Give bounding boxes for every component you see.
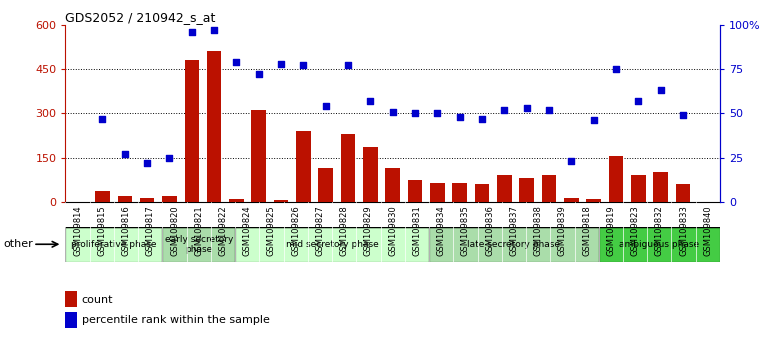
Point [431,110,444,116]
Bar [453,183,467,202]
Point [297,63,310,68]
Point [565,158,578,164]
Bar [564,198,578,202]
Bar [140,198,154,202]
Bar [118,196,132,202]
Point [275,61,287,67]
Text: GSM109834: GSM109834 [437,206,446,256]
Bar [475,184,489,202]
Point [588,118,600,123]
Text: GSM109825: GSM109825 [267,206,276,256]
Text: late secretory phase: late secretory phase [467,240,561,249]
Point [364,98,377,104]
Point [409,110,421,116]
Text: GSM109829: GSM109829 [364,206,373,256]
Point [521,105,533,111]
Bar [95,192,109,202]
Text: GSM109836: GSM109836 [485,206,494,256]
Bar [599,227,720,262]
Point [186,29,198,35]
Text: GSM109840: GSM109840 [703,206,712,256]
Text: GSM109831: GSM109831 [413,206,421,256]
Bar [386,168,400,202]
Point [454,114,466,120]
Text: GDS2052 / 210942_s_at: GDS2052 / 210942_s_at [65,11,216,24]
Bar [520,178,534,202]
Bar [363,147,377,202]
Point [632,98,644,104]
Text: other: other [4,239,34,249]
Text: GSM109816: GSM109816 [122,206,131,256]
Bar [229,199,243,202]
Bar [429,227,599,262]
Bar [65,312,77,328]
Bar [631,175,645,202]
Text: GSM109822: GSM109822 [219,206,227,256]
Bar [341,134,355,202]
Text: GSM109827: GSM109827 [316,206,324,256]
Point [543,107,555,113]
Text: GSM109826: GSM109826 [291,206,300,256]
Text: mid secretory phase: mid secretory phase [286,240,379,249]
Text: GSM109832: GSM109832 [654,206,664,256]
Bar [65,291,77,307]
Text: GSM109814: GSM109814 [73,206,82,256]
Bar [274,200,288,202]
Bar [676,184,690,202]
Point [96,116,109,121]
Text: GSM109838: GSM109838 [534,206,543,256]
Text: GSM109821: GSM109821 [194,206,203,256]
Point [654,87,667,93]
Bar [185,60,199,202]
Bar [430,183,444,202]
Bar [587,199,601,202]
Text: GSM109820: GSM109820 [170,206,179,256]
Point [387,109,399,114]
Bar [296,131,310,202]
Text: ambiguous phase: ambiguous phase [619,240,699,249]
Bar [654,172,668,202]
Text: early secretory
phase: early secretory phase [165,235,233,254]
Bar [319,168,333,202]
Text: GSM109824: GSM109824 [243,206,252,256]
Point [320,103,332,109]
Point [141,160,153,166]
Point [208,27,220,33]
Bar [609,156,623,202]
Point [342,63,354,68]
Text: GSM109837: GSM109837 [510,206,518,256]
Text: GSM109818: GSM109818 [582,206,591,256]
Bar [162,196,176,202]
Point [498,107,511,113]
Bar [207,51,221,202]
Point [677,112,689,118]
Point [253,72,265,77]
Bar [408,180,422,202]
Bar [252,110,266,202]
Text: GSM109815: GSM109815 [97,206,106,256]
Text: GSM109839: GSM109839 [558,206,567,256]
Bar [542,175,556,202]
Point [119,151,131,157]
Text: GSM109835: GSM109835 [461,206,470,256]
Text: GSM109817: GSM109817 [146,206,155,256]
Bar [235,227,429,262]
Point [163,155,176,160]
Bar [497,175,511,202]
Text: count: count [82,295,113,305]
Point [476,116,488,121]
Point [610,66,622,72]
Text: proliferative phase: proliferative phase [71,240,156,249]
Text: GSM109819: GSM109819 [606,206,615,256]
Text: GSM109833: GSM109833 [679,206,688,256]
Text: percentile rank within the sample: percentile rank within the sample [82,315,270,325]
Text: GSM109828: GSM109828 [340,206,349,256]
Text: GSM109830: GSM109830 [388,206,397,256]
Bar [162,227,235,262]
Text: GSM109823: GSM109823 [631,206,640,256]
Bar [65,227,162,262]
Point [230,59,243,65]
